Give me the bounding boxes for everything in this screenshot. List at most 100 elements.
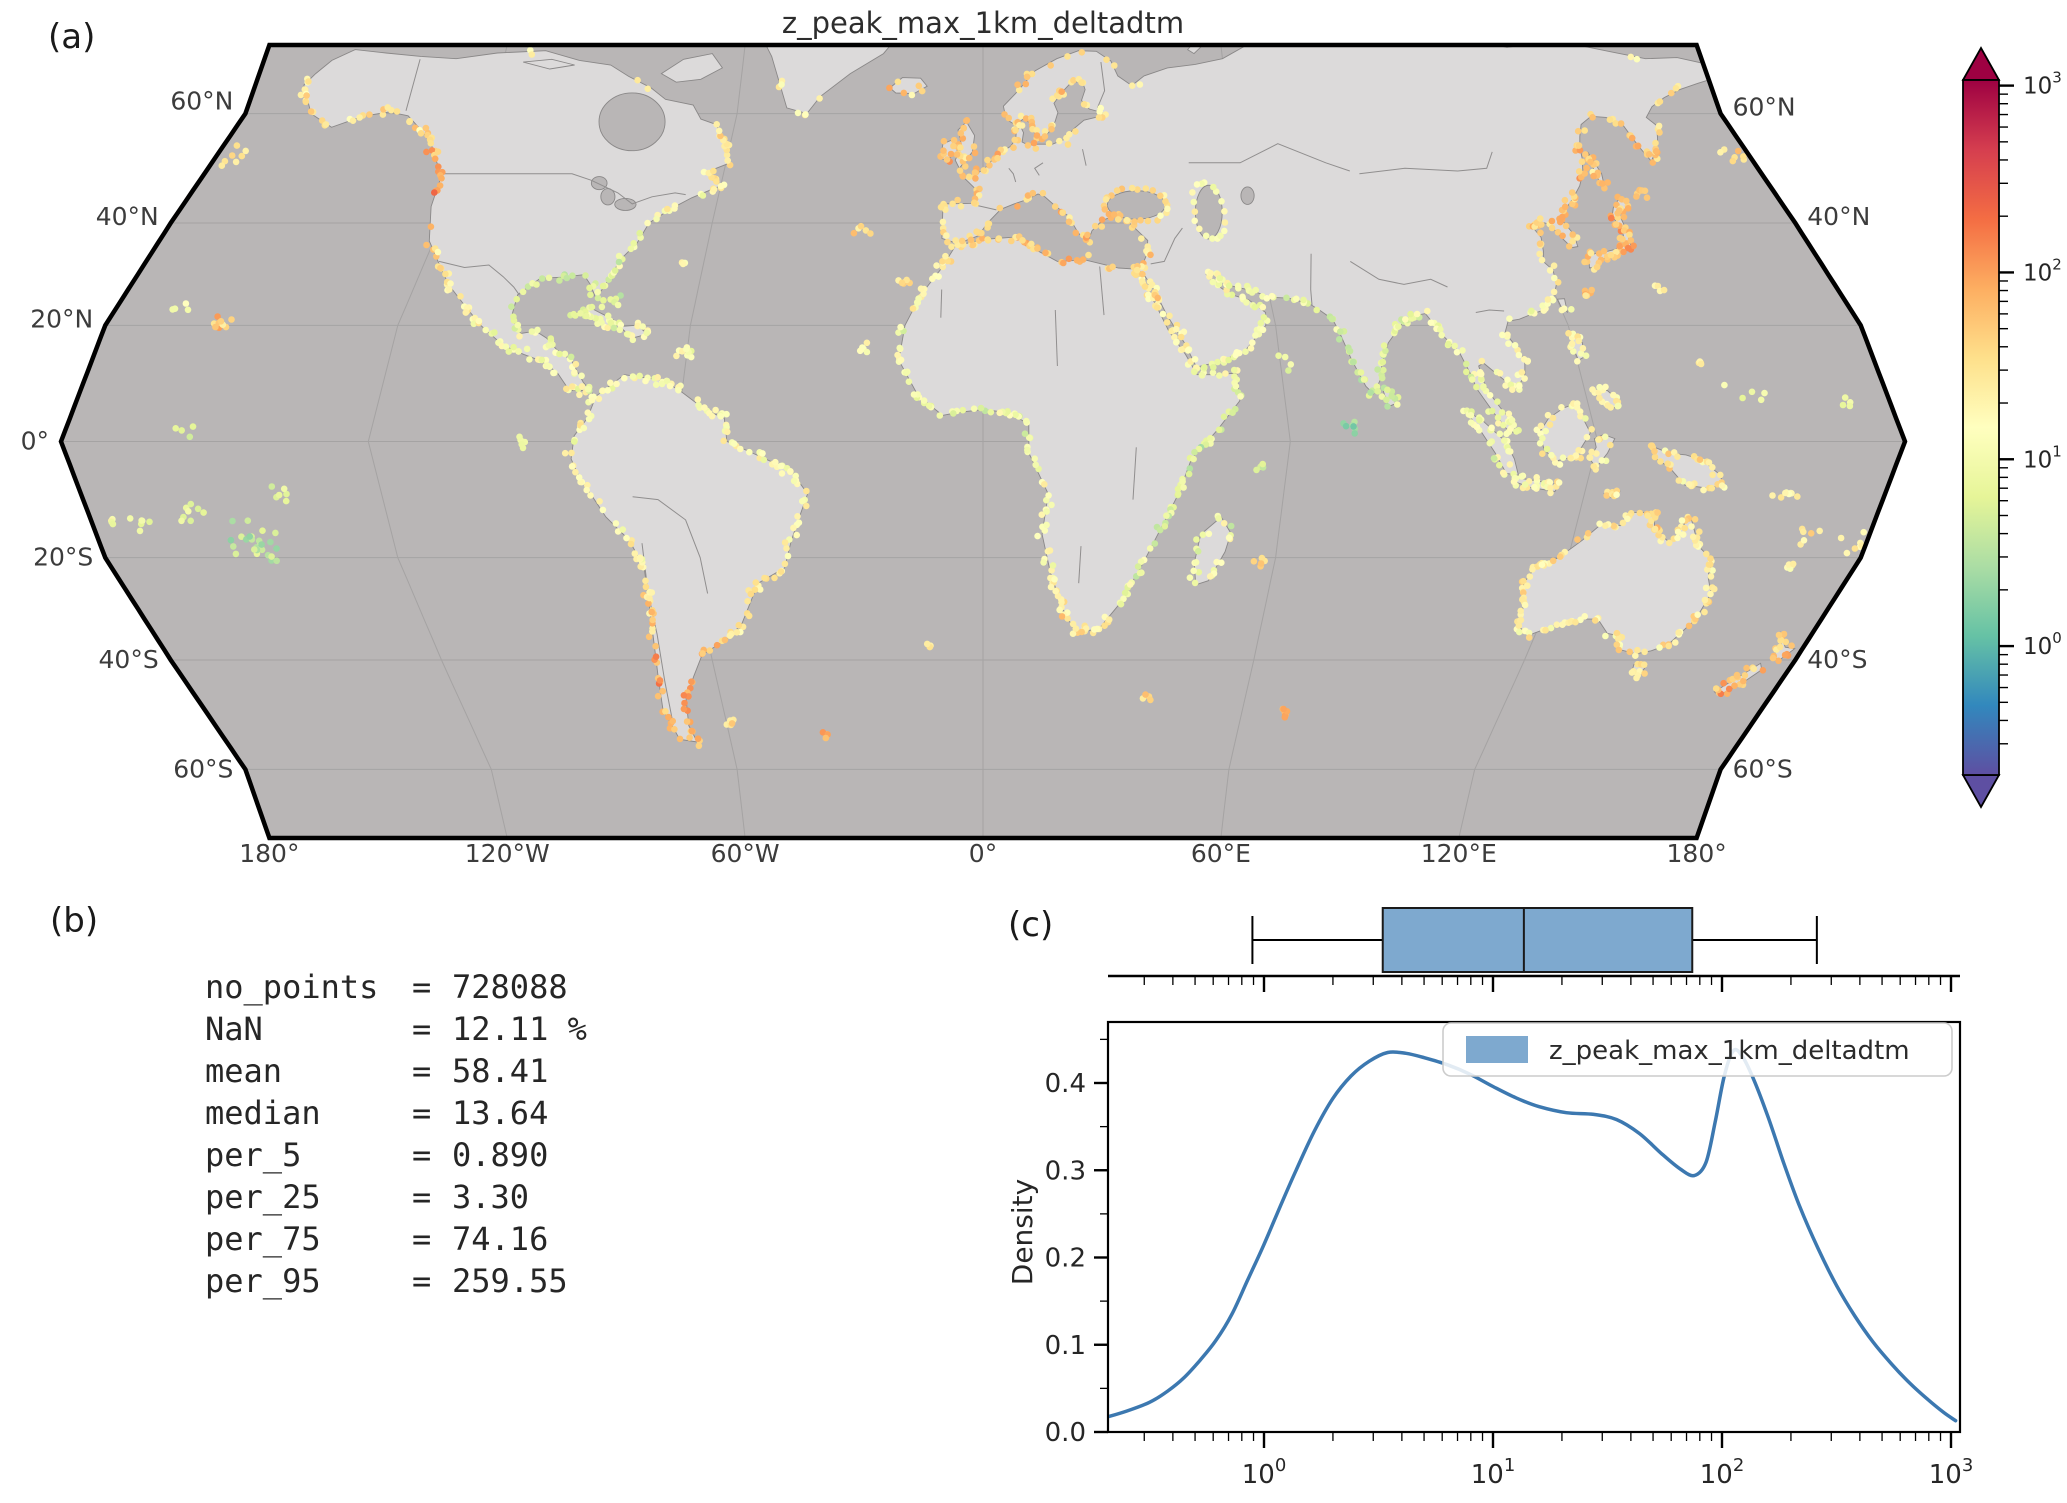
data-dot (994, 154, 1001, 162)
data-dot (1394, 401, 1401, 408)
data-dot (1025, 434, 1033, 441)
border-line (1054, 309, 1058, 367)
data-dot (1717, 149, 1724, 156)
data-dot (1237, 393, 1244, 400)
data-dot (1184, 347, 1192, 354)
data-dot (1467, 419, 1475, 426)
data-dot (1510, 478, 1518, 486)
data-dot (771, 574, 778, 582)
data-dot (322, 121, 330, 128)
panel-label-c: (c) (1008, 905, 1053, 945)
data-dot (1174, 485, 1182, 493)
data-dot (1656, 129, 1663, 136)
hist-frame (1106, 1020, 1962, 1434)
data-dot (980, 167, 988, 174)
stat-key: per_5 (205, 1136, 301, 1174)
data-dot (781, 539, 789, 546)
data-dot (915, 295, 922, 302)
data-dot (1084, 231, 1091, 239)
data-dot (1515, 622, 1523, 629)
data-dot (545, 342, 553, 349)
data-dot (688, 678, 695, 685)
data-dot (126, 515, 134, 522)
data-dot (1733, 672, 1741, 680)
data-dot (1186, 465, 1194, 472)
data-dot (1034, 245, 1041, 252)
lon-label: 120°W (465, 839, 550, 868)
data-dot (1191, 579, 1199, 587)
data-dot (616, 326, 624, 334)
data-dot (604, 324, 611, 332)
data-dot (1524, 582, 1531, 589)
data-dot (920, 397, 928, 404)
data-dot (578, 383, 586, 390)
data-dot (1521, 481, 1529, 488)
data-dot (1078, 79, 1085, 86)
data-dot (1780, 630, 1788, 638)
data-dot (1380, 342, 1388, 349)
data-dot (1516, 382, 1523, 390)
data-dot (462, 309, 470, 316)
data-dot (556, 277, 563, 284)
data-dot (194, 505, 202, 513)
data-dot (1672, 639, 1679, 646)
data-dot (952, 237, 959, 244)
data-dot (268, 553, 275, 560)
data-dot (675, 386, 682, 394)
data-dot (1574, 127, 1582, 135)
data-dot (1709, 567, 1716, 574)
data-dot (1559, 454, 1567, 462)
data-dot (1590, 172, 1597, 180)
border-line (405, 59, 421, 111)
data-dot (1572, 618, 1579, 626)
data-dot (1499, 469, 1507, 477)
data-dot (1209, 369, 1217, 377)
data-dot (1558, 306, 1566, 314)
data-dot (1034, 532, 1041, 540)
data-dot (528, 51, 536, 58)
data-dot (1536, 215, 1544, 222)
data-dot (1688, 523, 1695, 530)
data-dot (652, 642, 659, 650)
data-dot (1623, 197, 1630, 205)
data-dot (778, 470, 786, 477)
data-dot (1113, 187, 1121, 194)
data-dot (297, 91, 305, 99)
data-dot (1538, 221, 1545, 228)
data-dot (406, 117, 414, 125)
data-dot (1520, 577, 1527, 585)
data-dot (1250, 558, 1258, 565)
data-dot (1610, 522, 1617, 530)
data-dot (948, 243, 955, 250)
data-dot (1257, 560, 1265, 567)
data-dot (1537, 229, 1544, 237)
data-dot (795, 519, 803, 526)
data-dot (1518, 369, 1526, 376)
aral-sea (1240, 186, 1255, 205)
data-dot (1666, 539, 1673, 547)
data-dot (1660, 286, 1668, 294)
hist-x-tick-label: 103 (1929, 1455, 1974, 1490)
data-dot (1648, 442, 1656, 450)
data-dot (1641, 187, 1649, 195)
data-dot (1740, 677, 1747, 685)
data-dot (1019, 237, 1026, 244)
country-borders (405, 59, 1505, 721)
data-dot (427, 223, 435, 230)
data-dot (1229, 409, 1236, 417)
data-dot (960, 125, 967, 132)
data-dot (1521, 601, 1529, 609)
data-dot (1463, 360, 1470, 368)
data-dot (935, 273, 942, 280)
data-dot (1547, 484, 1554, 492)
data-dot (1215, 515, 1222, 522)
data-dot (1478, 357, 1486, 365)
data-dot (701, 404, 708, 411)
data-dot (645, 633, 653, 641)
data-dot (957, 203, 965, 210)
data-dot (1189, 189, 1196, 196)
data-dot (1098, 216, 1106, 223)
data-dot (1579, 345, 1587, 352)
data-dot (1598, 457, 1606, 464)
data-dot (1506, 315, 1513, 323)
